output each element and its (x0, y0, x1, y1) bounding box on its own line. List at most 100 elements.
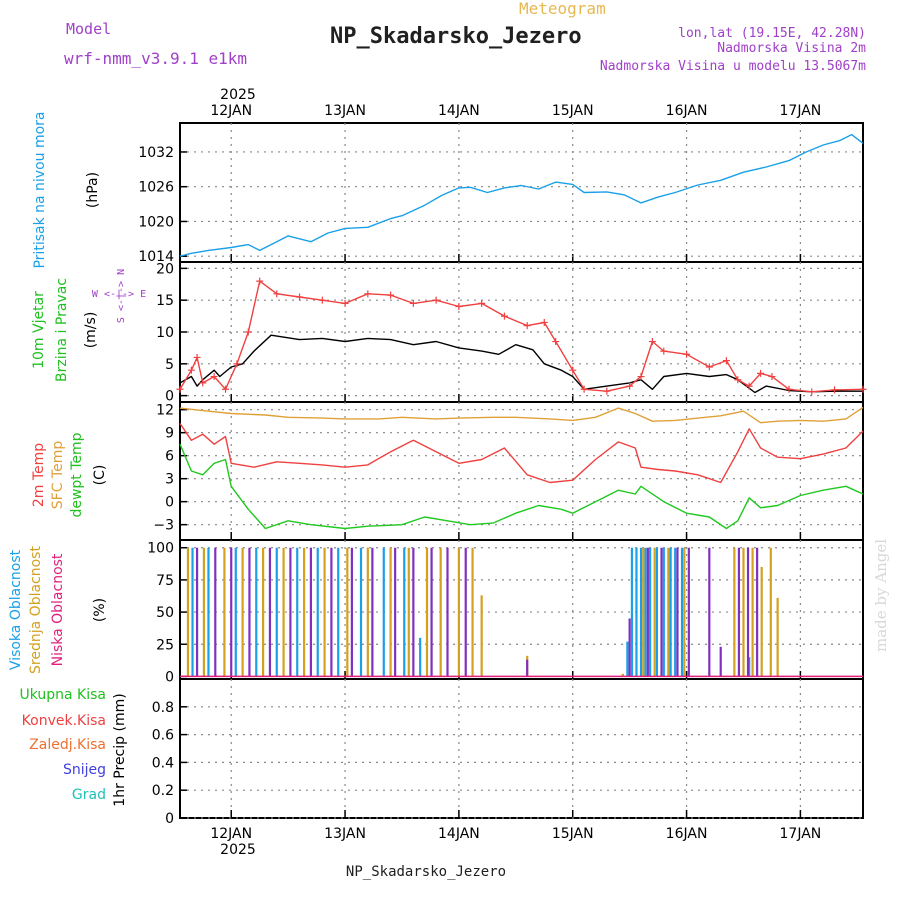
bottom-time-label: 12JAN (210, 826, 252, 842)
wind-title-1: 10m Vjetar (31, 291, 47, 369)
y-tick-label: 3 (165, 472, 174, 488)
top-time-label: 16JAN (666, 103, 708, 119)
series-line (179, 334, 863, 394)
altitude-label: Nadmorska Visina 2m (717, 41, 866, 56)
wind-gust-marker (296, 293, 304, 301)
wind-gust-marker (768, 373, 776, 381)
wind-gust-marker (233, 360, 241, 368)
y-tick-label: 6 (165, 449, 174, 465)
wind-gust-marker (210, 373, 218, 381)
wind-gust-marker (705, 363, 713, 371)
station-title: NP_Skadarsko_Jezero (330, 24, 582, 49)
bottom-time-label: 15JAN (552, 826, 594, 842)
precip-legend-freezing: Zaledj.Kisa (29, 737, 106, 753)
top-time-label: 17JAN (780, 103, 822, 119)
series-line (179, 133, 864, 257)
cloud-label-mid: Srednja Oblacnost (28, 546, 44, 674)
cloud-label-high: Visoka Oblacnost (8, 549, 24, 670)
year-label-bottom: 2025 (220, 842, 256, 858)
wind-gust-marker (580, 385, 588, 393)
wind-gust-marker (785, 385, 793, 393)
panel-frame (179, 539, 864, 680)
cloud-unit: (%) (92, 598, 108, 622)
meteogram-label: Meteogram (519, 0, 606, 18)
top-time-label: 14JAN (438, 103, 480, 119)
wind-gust-marker (648, 338, 656, 346)
wind-gust-marker (683, 350, 691, 358)
model-name: wrf-nmm_v3.9.1 e1km (64, 49, 247, 68)
wind-gust-marker (831, 386, 839, 394)
y-tick-label: 0 (165, 495, 174, 511)
pressure-title: Pritisak na nivou mora (32, 111, 48, 268)
top-time-axis: 12JAN 13JAN 14JAN 15JAN 16JAN 17JAN (210, 103, 821, 119)
y-tick-label: 25 (156, 637, 174, 653)
wind-gust-marker (222, 385, 230, 393)
y-tick-label: 0.6 (152, 728, 174, 744)
wind-gust-marker (500, 312, 508, 320)
panel-frame (179, 678, 864, 819)
y-tick-label: 0 (165, 669, 174, 685)
wind-compass-sn: S <-|-> N (116, 269, 127, 323)
y-tick-label: 0.2 (152, 783, 174, 799)
y-tick-label: 20 (156, 261, 174, 277)
y-tick-label: 0 (165, 389, 174, 405)
footer-station: NP_Skadarsko_Jezero (346, 864, 506, 880)
wind-gust-marker (387, 291, 395, 299)
wind-gust-marker (523, 322, 531, 330)
y-tick-label: 1032 (138, 145, 174, 161)
wind-gust-marker (552, 338, 560, 346)
wind-title-2: Brzina i Pravac (54, 278, 70, 382)
wind-gust-marker (455, 303, 463, 311)
series-line (179, 406, 864, 424)
y-tick-label: 0.8 (152, 700, 174, 716)
wind-gust-marker (722, 357, 730, 365)
wind-gust-marker (540, 318, 548, 326)
precip-unit: 1hr Precip (mm) (112, 693, 128, 806)
y-tick-label: 0.4 (152, 755, 174, 771)
panel-frame (179, 401, 864, 541)
y-tick-label: 5 (165, 357, 174, 373)
y-tick-label: 15 (156, 293, 174, 309)
temp-label-dewpt: dewpt Temp (69, 432, 85, 517)
wind-gust-marker (757, 369, 765, 377)
temp-label-2m: 2m Temp (31, 443, 47, 507)
wind-gust-marker (626, 382, 634, 390)
wind-compass-we: W <-|-> E (92, 289, 146, 300)
y-tick-label: 10 (156, 325, 174, 341)
wind-gust-marker (637, 373, 645, 381)
precip-legend-snow: Snijeg (63, 762, 106, 778)
lonlat-label: lon,lat (19.15E, 42.28N) (678, 26, 866, 41)
wind-gust-marker (273, 290, 281, 298)
wind-gust-marker (808, 388, 816, 396)
model-altitude-label: Nadmorska Visina u modelu 13.5067m (600, 59, 866, 74)
wind-gust-marker (859, 385, 867, 393)
wind-gust-marker (199, 379, 207, 387)
model-label: Model (66, 20, 111, 38)
top-time-label: 13JAN (324, 103, 366, 119)
cloud-label-low: Niska Oblacnost (50, 553, 66, 666)
y-tick-label: 1014 (138, 249, 174, 265)
top-time-label: 15JAN (552, 103, 594, 119)
wind-gust-marker (187, 366, 195, 374)
y-tick-label: 75 (156, 573, 174, 589)
precip-legend-total: Ukupna Kisa (19, 687, 106, 703)
temp-label-sfc: SFC Temp (50, 441, 66, 510)
wind-gust-marker (341, 299, 349, 307)
precip-panel: 0 0.2 0.4 0.6 0.8 (152, 678, 864, 827)
y-tick-label: 9 (165, 426, 174, 442)
top-time-label: 12JAN (210, 103, 252, 119)
y-tick-label: 1026 (138, 180, 174, 196)
wind-gust-marker (364, 290, 372, 298)
bottom-time-axis: 12JAN 13JAN 14JAN 15JAN 16JAN 17JAN (210, 826, 821, 842)
wind-gust-marker (660, 347, 668, 355)
series-line (179, 423, 864, 484)
y-tick-label: −3 (153, 518, 174, 534)
wind-gust-marker (176, 385, 184, 393)
y-tick-label: 1020 (138, 214, 174, 230)
year-label-top: 2025 (220, 87, 256, 103)
precip-legend-convective: Konvek.Kisa (22, 713, 106, 729)
wind-gust-marker (432, 296, 440, 304)
y-tick-label: 12 (156, 403, 174, 419)
wind-gust-marker (478, 299, 486, 307)
